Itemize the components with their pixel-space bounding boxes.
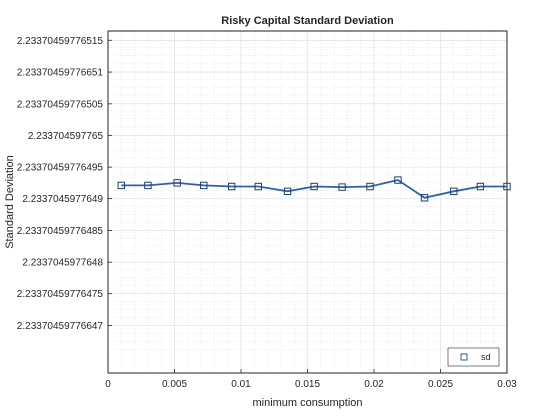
- data-point-marker: [366, 182, 374, 191]
- x-tick-label: 0.025: [428, 379, 453, 390]
- y-tick-label: 2.2337045977648: [22, 258, 103, 269]
- data-point-marker: [420, 194, 429, 202]
- y-tick-label: 2.23370459776485: [17, 226, 104, 237]
- legend-entry-sd: sd: [481, 352, 491, 362]
- x-tick-label: 0.02: [364, 379, 384, 390]
- data-point-marker: [254, 182, 262, 191]
- data-point-marker: [310, 182, 318, 191]
- x-axis-ticks: 0 0.005 0.01 0.015 0.02 0.025 0.03: [105, 369, 517, 390]
- y-tick-label: 2.2337045977649: [22, 194, 103, 205]
- data-point-marker: [394, 176, 402, 184]
- legend-box: [447, 347, 500, 367]
- data-point-marker: [503, 182, 511, 191]
- legend: sd: [447, 347, 500, 367]
- y-axis-ticks: 2.23370459776647 2.23370459776475 2.233704…: [17, 36, 112, 332]
- y-tick-label: 2.23370459776495: [17, 163, 104, 174]
- data-point-marker: [117, 181, 125, 190]
- data-point-marker: [227, 182, 236, 191]
- series-layer: [117, 176, 511, 202]
- x-tick-label: 0.015: [295, 379, 320, 390]
- x-tick-label: 0: [105, 379, 111, 390]
- data-point-marker: [338, 183, 346, 191]
- legend-marker-square: [460, 353, 468, 361]
- x-axis-label: minimum consumption: [252, 397, 362, 409]
- data-point-marker: [173, 179, 181, 187]
- data-point-marker: [283, 187, 292, 196]
- data-point-marker: [450, 187, 458, 196]
- y-tick-label: 2.23370459776651: [17, 68, 104, 79]
- y-tick-label: 2.23370459776647: [17, 321, 104, 332]
- y-axis-label: Standard Deviation: [4, 155, 16, 249]
- chart-title: Risky Capital Standard Deviation: [221, 15, 394, 27]
- x-tick-label: 0.005: [162, 379, 187, 390]
- y-tick-label: 2.23370459776515: [17, 36, 104, 47]
- series-line-sd: [121, 179, 507, 199]
- x-tick-label: 0.03: [497, 379, 517, 390]
- data-point-marker: [144, 181, 152, 190]
- data-point-marker: [200, 181, 208, 190]
- y-tick-label: 2.233704597765: [28, 131, 104, 142]
- x-tick-label: 0.01: [231, 379, 251, 390]
- data-point-marker: [476, 182, 485, 191]
- y-tick-label: 2.23370459776505: [17, 99, 104, 110]
- y-tick-label: 2.23370459776475: [17, 289, 104, 300]
